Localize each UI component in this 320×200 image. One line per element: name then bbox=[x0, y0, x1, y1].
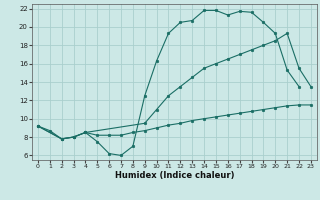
X-axis label: Humidex (Indice chaleur): Humidex (Indice chaleur) bbox=[115, 171, 234, 180]
